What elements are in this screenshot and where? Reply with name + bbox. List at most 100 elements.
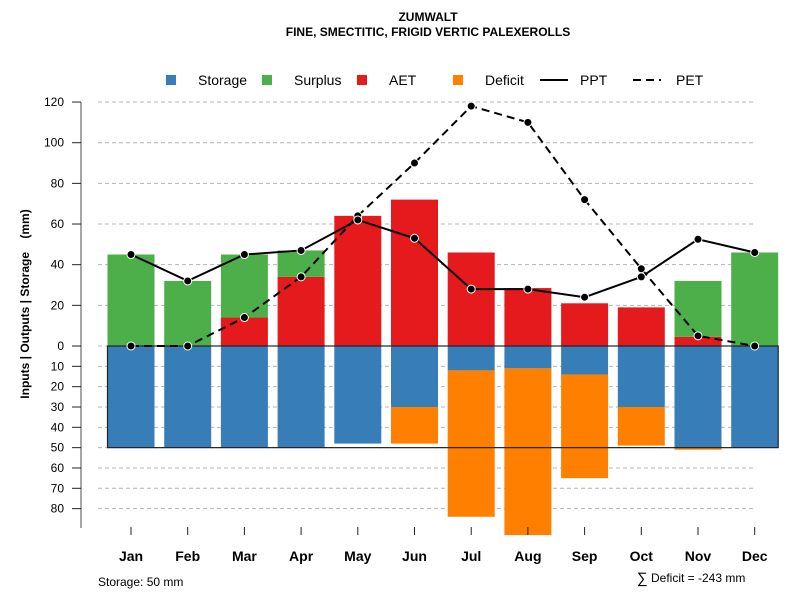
aet-bar (447, 252, 495, 346)
storage-bar (391, 346, 438, 407)
x-tick-label: Sep (572, 548, 598, 564)
sum-symbol: ∑ (637, 570, 648, 587)
ppt-point (353, 215, 363, 225)
ppt-point (523, 284, 533, 294)
legend-item-surplus: Surplus (262, 72, 341, 88)
storage-bar (674, 346, 722, 448)
aet-bar (220, 317, 268, 346)
legend-item-aet: AET (357, 72, 417, 88)
x-tick-label: Nov (685, 548, 712, 564)
surplus-bar (731, 252, 779, 346)
pet-point (239, 313, 249, 323)
legend: Storage Surplus AET Deficit PPT PET (166, 72, 704, 88)
x-tick-label: Dec (742, 548, 768, 564)
pet-point (126, 341, 136, 351)
storage-bar (731, 346, 779, 448)
storage-bar (277, 346, 325, 448)
surplus-bar (674, 280, 722, 337)
x-tick-label: Jun (402, 548, 427, 564)
lines (126, 101, 760, 351)
y-tick-label: 100 (44, 136, 64, 150)
y-tick-label: 40 (51, 258, 65, 272)
y-tick-label: 60 (51, 217, 65, 231)
y-tick-label: 20 (51, 380, 65, 394)
legend-label: Storage (198, 72, 247, 88)
y-tick-label: 50 (51, 441, 65, 455)
ppt-point (296, 245, 306, 255)
y-tick-label: 20 (51, 298, 65, 312)
chart-title: ZUMWALT (398, 10, 458, 24)
ppt-point (636, 272, 646, 282)
x-tick-label: Aug (514, 548, 541, 564)
ppt-line (130, 218, 755, 299)
storage-bar (561, 346, 609, 375)
pet-point (636, 264, 646, 274)
y-tick-label: 70 (51, 481, 65, 495)
deficit-bar (391, 406, 438, 444)
legend-label: PPT (580, 72, 608, 88)
deficit-sum: Deficit = -243 mm (651, 571, 745, 585)
x-tick-label: May (344, 548, 371, 564)
legend-item-storage: Storage (166, 72, 247, 88)
ppt-point (693, 234, 703, 244)
chart-subtitle: FINE, SMECTITIC, FRIGID VERTIC PALEXEROL… (286, 25, 570, 39)
pet-line (131, 104, 755, 347)
x-tick-label: Apr (289, 548, 314, 564)
legend-swatch (262, 75, 272, 85)
y-tick-label: 120 (44, 95, 64, 109)
aet-bar (561, 303, 609, 346)
legend-item-pet: PET (633, 72, 704, 88)
deficit-bar (674, 447, 722, 450)
storage-bar (504, 346, 552, 369)
pet-point (750, 341, 760, 351)
legend-label: Deficit (485, 72, 524, 88)
pet-point (693, 331, 703, 341)
bars (106, 199, 779, 536)
y-tick-label: 60 (51, 461, 65, 475)
pet-point (183, 341, 193, 351)
legend-label: Surplus (294, 72, 341, 88)
deficit-bar (561, 374, 609, 479)
storage-bar (617, 346, 665, 407)
y-tick-label: 40 (51, 420, 65, 434)
aet-bar (617, 307, 665, 346)
ppt-point (126, 250, 136, 260)
y-tick-label: 80 (51, 176, 65, 190)
y-tick-label: 0 (57, 339, 64, 353)
deficit-bar (447, 370, 495, 517)
deficit-bar (617, 406, 665, 446)
aet-bar (504, 288, 552, 346)
ppt-point (466, 284, 476, 294)
y-tick-label: 30 (51, 400, 65, 414)
legend-label: PET (676, 72, 704, 88)
x-tick-label: Jul (461, 548, 481, 564)
legend-swatch (453, 75, 463, 85)
ppt-point (580, 292, 590, 302)
y-tick-label: 80 (51, 502, 65, 516)
storage-bar (334, 346, 382, 444)
legend-label: AET (389, 72, 417, 88)
pet-point (466, 101, 476, 111)
storage-bar (447, 346, 495, 371)
legend-swatch (357, 75, 367, 85)
aet-bar (334, 215, 382, 346)
storage-bar (164, 346, 212, 448)
pet-point (296, 272, 306, 282)
surplus-bar (107, 254, 155, 346)
x-tick-label: Mar (232, 548, 257, 564)
pet-point (410, 158, 419, 168)
storage-bar (220, 346, 268, 448)
x-tick-label: Oct (630, 548, 654, 564)
pet-point (580, 195, 590, 205)
ppt-point (183, 276, 193, 286)
axes: 0 20 40 60 80 100 120 10 20 30 40 50 60 70 80 Jan Feb Mar… (44, 95, 768, 564)
y-tick-label: 10 (51, 359, 65, 373)
x-tick-label: Jan (119, 548, 143, 564)
surplus-bar (164, 280, 212, 346)
aet-bar (674, 336, 722, 346)
storage-capacity-box (106, 345, 779, 449)
aet-bar (277, 276, 325, 346)
surplus-bar (220, 254, 268, 318)
aet-bar (391, 199, 438, 346)
